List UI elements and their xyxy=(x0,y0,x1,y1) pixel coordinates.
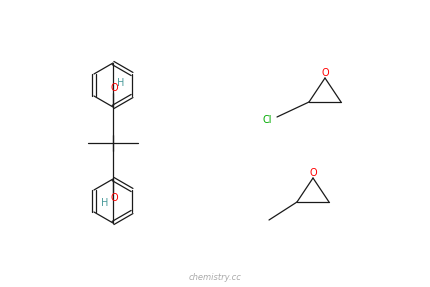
Text: chemistry.cc: chemistry.cc xyxy=(188,274,241,282)
Text: Cl: Cl xyxy=(261,115,271,125)
Text: O: O xyxy=(320,68,328,78)
Text: H: H xyxy=(117,78,124,88)
Text: O: O xyxy=(110,83,117,93)
Text: O: O xyxy=(110,193,117,203)
Text: H: H xyxy=(101,198,108,208)
Text: O: O xyxy=(308,168,316,178)
